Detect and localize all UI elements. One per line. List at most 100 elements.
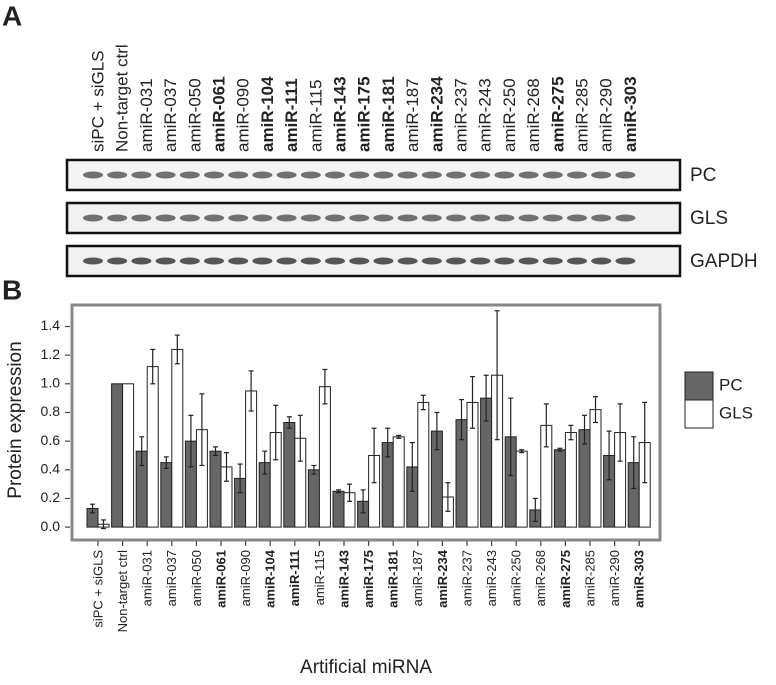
blot-band [155, 214, 176, 222]
blot-band [615, 257, 636, 265]
blot-band [325, 214, 345, 222]
x-tick-label: amiR-031 [140, 550, 155, 606]
lane-label: amiR-268 [524, 78, 543, 152]
lane-label: amiR-290 [597, 78, 616, 152]
lane-label: siPC + siGLS [88, 50, 107, 152]
blot-band [276, 171, 297, 179]
lane-label: amiR-243 [476, 78, 495, 152]
y-axis-label: Protein expression [5, 341, 26, 498]
error-bar [409, 441, 415, 492]
blot-band [470, 257, 491, 265]
lane-label: amiR-037 [161, 78, 180, 152]
blot-band [155, 171, 176, 179]
blot-band [518, 171, 539, 179]
blot-band [131, 171, 152, 179]
error-bar [213, 446, 218, 457]
x-tick-label: amiR-234 [435, 549, 450, 608]
lane-label: amiR-187 [403, 78, 422, 152]
blot-band [300, 257, 321, 265]
blot-band [421, 257, 442, 265]
x-tick-label: amiR-275 [558, 550, 573, 608]
blot-label: GAPDH [690, 251, 758, 272]
blot-band [204, 214, 224, 222]
blot-band [228, 257, 249, 265]
y-tick-label: 1.2 [41, 346, 61, 362]
error-bar [532, 497, 538, 522]
blot-band [179, 171, 200, 179]
x-tick-label: amiR-250 [509, 550, 524, 606]
x-tick-label: amiR-175 [361, 550, 376, 608]
blot-band [373, 214, 394, 222]
y-tick-label: 0.0 [41, 518, 61, 534]
error-bar [311, 464, 317, 475]
error-bar [174, 334, 180, 365]
x-tick-label: amiR-187 [410, 550, 425, 606]
bar [122, 383, 135, 528]
bar [417, 401, 430, 528]
blot-band [83, 214, 103, 222]
x-tick-label: amiR-037 [164, 550, 179, 606]
bar [564, 432, 577, 528]
blot-band [542, 171, 563, 179]
blot-band [107, 214, 128, 222]
blot-band [131, 257, 152, 265]
blot-band [470, 214, 491, 222]
x-tick-label: amiR-104 [263, 549, 278, 608]
x-tick-label: amiR-111 [287, 550, 302, 606]
blot-band [397, 214, 418, 222]
bar [392, 436, 405, 528]
x-tick-label: amiR-285 [582, 550, 597, 606]
error-bar [483, 374, 489, 422]
error-bar [631, 436, 637, 490]
blot-band [300, 171, 321, 179]
blot-band [325, 171, 345, 179]
error-bar [262, 450, 268, 475]
lane-label: amiR-115 [306, 80, 325, 152]
bar [318, 386, 331, 528]
error-bar [273, 404, 279, 461]
bar [111, 383, 124, 528]
blot-band [83, 171, 103, 179]
blot-band [204, 171, 224, 179]
x-tick-label: amiR-050 [189, 550, 204, 606]
lane-label: amiR-275 [548, 76, 567, 152]
error-bar [347, 483, 352, 502]
blot-band [494, 214, 515, 222]
lane-label: amiR-234 [427, 76, 446, 152]
error-bar [163, 456, 169, 469]
blot-band [155, 257, 176, 265]
error-bar [494, 310, 500, 441]
x-tick-label: siPC + siGLS [90, 550, 105, 628]
blot-band [107, 257, 128, 265]
blot-band [494, 171, 515, 179]
y-tick-label: 1.0 [41, 375, 61, 391]
x-tick-label: amiR-243 [484, 550, 499, 606]
x-tick-label: amiR-303 [632, 550, 647, 608]
x-tick-label: amiR-268 [533, 550, 548, 606]
blot-band [518, 214, 539, 222]
error-bar [434, 411, 440, 451]
legend-swatch [684, 399, 714, 429]
blot-band [107, 171, 128, 179]
lane-label: amiR-031 [137, 78, 156, 152]
blot-label: PC [690, 165, 716, 186]
blot-band [567, 171, 587, 179]
y-tick-label: 0.6 [41, 432, 61, 448]
blot-band [591, 171, 612, 179]
bar [589, 409, 602, 528]
blot-band [228, 214, 249, 222]
error-bar [371, 427, 377, 484]
bar [209, 450, 222, 528]
lane-label: amiR-237 [451, 78, 470, 152]
blot-band [252, 171, 273, 179]
error-bar [336, 489, 341, 494]
error-bar [224, 451, 229, 482]
error-bar [322, 368, 328, 405]
error-bar [248, 370, 254, 412]
bar [160, 462, 173, 528]
blot-band [373, 171, 394, 179]
blot-band [397, 257, 418, 265]
x-tick-label: amiR-143 [336, 550, 351, 608]
error-bar [593, 396, 598, 424]
